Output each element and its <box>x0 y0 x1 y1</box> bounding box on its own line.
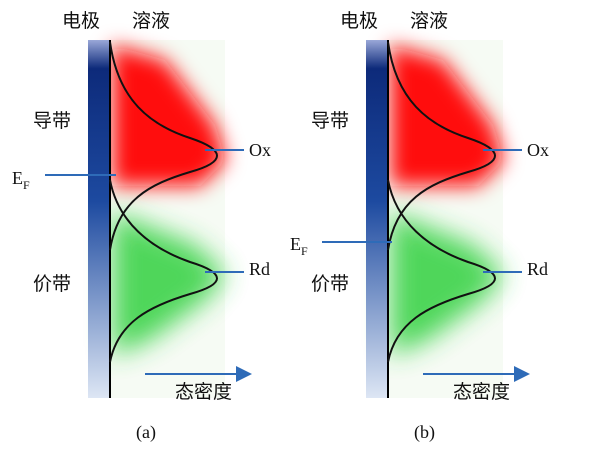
conduction-band-label: 导带 <box>33 110 71 132</box>
solution-label: 溶液 <box>132 10 170 32</box>
axis-label: 态密度 <box>175 381 232 403</box>
rd-label: Rd <box>249 259 270 279</box>
ox-label: Ox <box>249 140 271 160</box>
axis-label: 态密度 <box>453 381 510 403</box>
electrode-label: 电极 <box>62 10 100 32</box>
fermi-label: EF <box>290 234 308 258</box>
fermi-symbol: E <box>290 234 301 254</box>
fermi-label: EF <box>12 168 30 192</box>
valence-band-label: 价带 <box>311 273 349 295</box>
valence-band-label: 价带 <box>33 273 71 295</box>
panel-b: 电极 溶液 导带 价带 EF Ox Rd 态密度 (b) <box>290 10 549 443</box>
caption: (b) <box>414 422 435 443</box>
panel-graphic <box>88 40 250 398</box>
caption: (a) <box>136 422 156 443</box>
fermi-symbol: E <box>12 168 23 188</box>
solution-label: 溶液 <box>410 10 448 32</box>
rd-label: Rd <box>527 259 548 279</box>
conduction-band-label: 导带 <box>311 110 349 132</box>
panel-graphic <box>366 40 528 398</box>
panel-a: 电极 溶液 导带 价带 EF Ox Rd 态密度 (a) <box>12 10 271 443</box>
fermi-subscript: F <box>301 244 308 258</box>
fermi-subscript: F <box>23 178 30 192</box>
ox-label: Ox <box>527 140 549 160</box>
electrode-label: 电极 <box>340 10 378 32</box>
